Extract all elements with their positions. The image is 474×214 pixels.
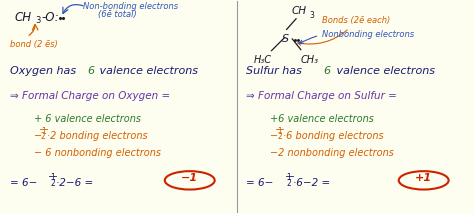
Text: Oxygen has: Oxygen has [10, 65, 80, 76]
Text: = 6−: = 6− [246, 178, 274, 188]
Text: ⇒ Formal Charge on Sulfur =: ⇒ Formal Charge on Sulfur = [246, 91, 397, 101]
Text: 1: 1 [277, 126, 282, 135]
Text: Sulfur has: Sulfur has [246, 65, 306, 76]
Text: Nonbonding electrons: Nonbonding electrons [300, 30, 414, 43]
Text: CH₃: CH₃ [301, 55, 319, 65]
Text: -O:: -O: [42, 11, 60, 24]
Text: −2 nonbonding electrons: −2 nonbonding electrons [270, 149, 394, 158]
Text: 1: 1 [41, 126, 46, 135]
Text: ·2−6 =: ·2−6 = [56, 178, 94, 188]
Text: 6: 6 [87, 65, 94, 76]
Text: +1: +1 [415, 173, 432, 183]
Text: 3: 3 [36, 16, 41, 25]
Text: 1: 1 [287, 173, 292, 182]
Text: (6ē total): (6ē total) [98, 10, 137, 19]
Text: CH: CH [292, 6, 306, 16]
Text: ·6−2 =: ·6−2 = [293, 178, 330, 188]
Text: 2: 2 [41, 132, 46, 141]
Text: valence electrons: valence electrons [333, 65, 435, 76]
Text: + 6 valence electrons: + 6 valence electrons [34, 114, 141, 125]
Text: Bonds (2ē each): Bonds (2ē each) [298, 16, 390, 45]
Text: valence electrons: valence electrons [96, 65, 198, 76]
Text: CH: CH [15, 11, 32, 24]
Text: 3: 3 [310, 11, 314, 20]
Text: 1: 1 [50, 173, 55, 182]
Text: = 6−: = 6− [10, 178, 37, 188]
Text: ·6 bonding electrons: ·6 bonding electrons [283, 131, 384, 141]
Text: 6: 6 [323, 65, 330, 76]
Text: H₃C: H₃C [254, 55, 272, 65]
Text: ·2 bonding electrons: ·2 bonding electrons [47, 131, 147, 141]
Text: ⇒ Formal Charge on Oxygen =: ⇒ Formal Charge on Oxygen = [10, 91, 170, 101]
Text: −: − [270, 131, 282, 141]
Text: 2: 2 [50, 179, 55, 188]
Text: +6 valence electrons: +6 valence electrons [270, 114, 374, 125]
Text: bond (2 ēs): bond (2 ēs) [10, 40, 58, 49]
Text: 2: 2 [277, 132, 282, 141]
Text: Non-bonding electrons: Non-bonding electrons [83, 2, 179, 11]
Text: −: − [34, 131, 45, 141]
Text: − 6 nonbonding electrons: − 6 nonbonding electrons [34, 149, 161, 158]
Text: −1: −1 [181, 173, 198, 183]
Text: 2: 2 [287, 179, 292, 188]
Text: S: S [282, 34, 289, 44]
